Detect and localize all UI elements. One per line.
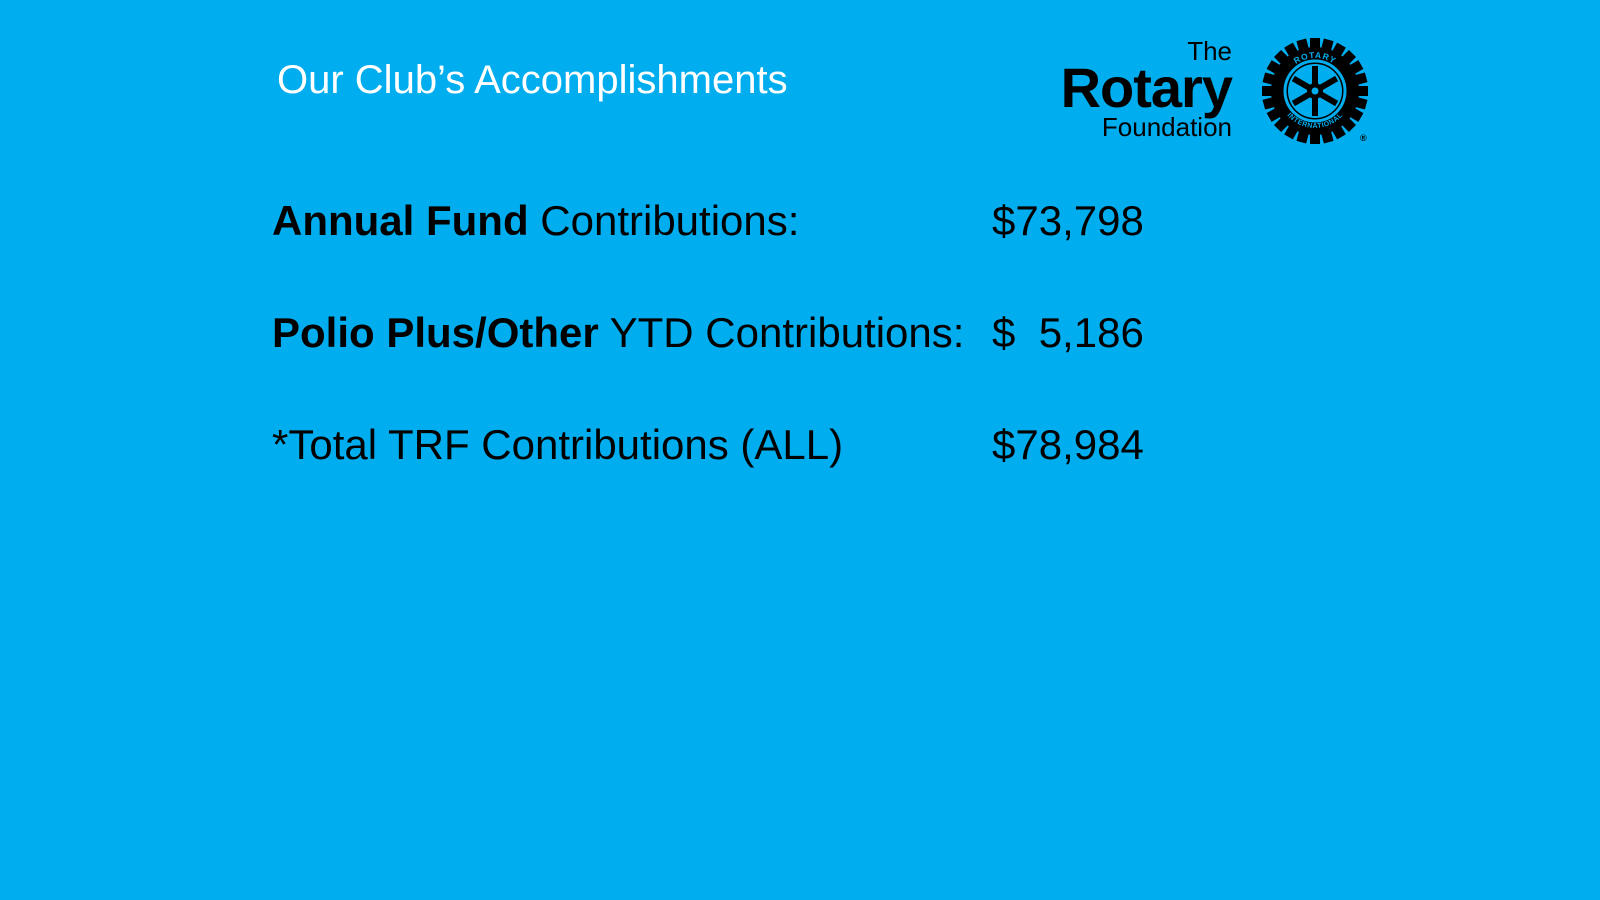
row-label-bold: Annual Fund <box>272 197 529 244</box>
row-label: *Total TRF Contributions (ALL) <box>272 415 843 475</box>
total-trf-row: *Total TRF Contributions (ALL) $78,984 <box>272 415 1172 475</box>
rotary-wheel-icon: ROTARY INTERNATIONAL ® <box>1262 38 1368 144</box>
row-label-rest: YTD Contributions: <box>598 309 965 356</box>
row-label: Annual Fund Contributions: <box>272 191 799 251</box>
logo-foundation: Foundation <box>1101 112 1232 142</box>
rotary-foundation-logo: The Rotary Foundation ROTARY INTERNATION… <box>1061 36 1370 146</box>
row-label: Polio Plus/Other YTD Contributions: <box>272 303 964 363</box>
wheel-text-top: ROTARY <box>1292 50 1337 66</box>
row-label-bold: Polio Plus/Other <box>272 309 599 356</box>
polio-plus-value: $ 5,186 <box>992 309 1144 356</box>
logo-rotary: Rotary <box>1060 56 1233 119</box>
registered-mark: ® <box>1360 133 1367 143</box>
annual-fund-value: $73,798 <box>992 197 1144 244</box>
logo-the: The <box>1187 36 1232 66</box>
svg-text:ROTARY: ROTARY <box>1292 50 1338 66</box>
total-trf-value: $78,984 <box>992 421 1144 468</box>
annual-fund-row: Annual Fund Contributions: $73,798 <box>272 191 1172 251</box>
slide-title: Our Club’s Accomplishments <box>277 58 788 102</box>
polio-plus-row: Polio Plus/Other YTD Contributions: $ 5,… <box>272 303 1172 363</box>
row-label-rest: *Total TRF Contributions (ALL) <box>272 421 844 468</box>
row-label-rest: Contributions: <box>528 197 800 244</box>
